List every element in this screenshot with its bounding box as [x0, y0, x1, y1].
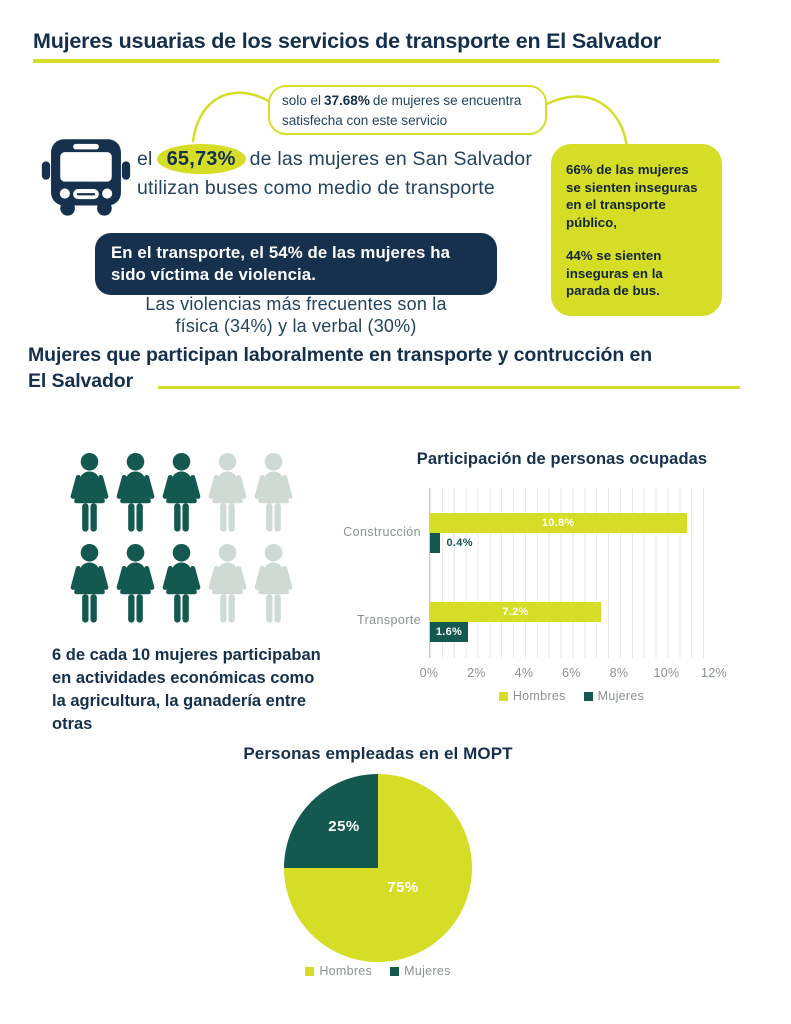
page-title: Mujeres usuarias de los servicios de tra… [33, 29, 662, 53]
bar-chart-plot: Construcción 10.8% 0.4% Transporte 7.2% 1.6% [343, 488, 714, 658]
connector-arc-left [191, 91, 274, 143]
bubble-line-1: solo el 37.68% de mujeres se encuentra [282, 93, 522, 108]
woman-figure-icon [114, 543, 157, 629]
section2-title: Mujeres que participan laboralmente en t… [28, 344, 653, 392]
bar-transporte-hombres: 7.2% [430, 602, 601, 622]
woman-figure-icon [160, 452, 203, 538]
legend-item-mujeres: Mujeres [583, 689, 645, 703]
legend-label: Hombres [512, 689, 566, 703]
legend-label: Mujeres [404, 964, 451, 978]
legend-label: Mujeres [597, 689, 645, 703]
insecurity-para-1: 66% de las mujeres se sienten inseguras … [566, 162, 698, 230]
category-label-transporte: Transporte [357, 613, 421, 627]
connector-arc-right [545, 95, 629, 149]
woman-figure-icon [114, 452, 157, 538]
bar-chart-title: Participación de personas ocupadas [416, 450, 708, 468]
legend-item-hombres: Hombres [498, 689, 566, 703]
bar-construcción-hombres: 10.8% [430, 513, 687, 533]
bar-chart-legend: Hombres Mujeres [429, 689, 714, 703]
legend-swatch-mujeres [390, 966, 400, 976]
bar-value-label: 0.4% [446, 537, 473, 549]
pie-chart-title: Personas empleadas en el MOPT [243, 744, 513, 763]
legend-item-hombres: Hombres [305, 964, 372, 978]
bubble-line-2: satisfecha con este servicio [282, 113, 448, 128]
woman-figure-icon [68, 452, 111, 538]
bar-transporte-mujeres: 1.6% [430, 622, 468, 642]
pictogram-row [68, 452, 295, 538]
bar-value-label: 1.6% [435, 626, 463, 638]
satisfaction-bubble: solo el 37.68% de mujeres se encuentra sat… [268, 85, 547, 135]
bus-stat-line-1: el 65,73% de las mujeres en San Salvador [137, 144, 532, 174]
pie-label-hombres: 75% [387, 879, 419, 896]
woman-figure-icon [160, 543, 203, 629]
x-tick-label: 0% [419, 666, 439, 680]
pie-chart-legend: Hombres Mujeres [244, 964, 512, 978]
legend-label: Hombres [319, 964, 373, 978]
legend-item-mujeres: Mujeres [390, 964, 451, 978]
legend-swatch-hombres [498, 691, 508, 701]
bar-value-label: 10.8% [541, 517, 575, 529]
x-tick-label: 10% [653, 666, 680, 680]
pie-chart: 25% 75% [284, 774, 472, 962]
section2-underline [158, 386, 740, 389]
bubble-stat: 37.68% [324, 93, 370, 108]
woman-figure-icon [252, 452, 295, 538]
highlighted-stat: 65,73% [156, 144, 246, 174]
bar-value-label: 7.2% [502, 606, 529, 618]
women-pictogram [68, 452, 295, 629]
violence-detail-text: Las violencias más frecuentes son la fís… [145, 294, 447, 336]
bar-construcción-mujeres: 0.4% [430, 533, 472, 553]
x-tick-label: 2% [467, 666, 486, 680]
insecurity-box: 66% de las mujeres se sienten inseguras … [551, 144, 722, 316]
woman-figure-icon [206, 543, 249, 629]
legend-swatch-hombres [305, 966, 315, 976]
bus-usage-stat: el 65,73% de las mujeres en San Salvador u… [137, 144, 532, 202]
woman-figure-icon [68, 543, 111, 629]
pictogram-row [68, 543, 295, 629]
insecurity-para-2: 44% se sienten inseguras en la parada de… [566, 248, 663, 298]
bus-icon [41, 139, 131, 216]
woman-figure-icon [252, 543, 295, 629]
x-tick-label: 12% [701, 666, 727, 680]
x-tick-label: 4% [514, 666, 534, 680]
title-underline [33, 59, 719, 63]
legend-swatch-mujeres [583, 691, 593, 701]
violence-stat-box: En el transporte, el 54% de las mujeres … [95, 233, 497, 295]
x-tick-label: 6% [562, 666, 581, 680]
pie-label-mujeres: 25% [328, 818, 360, 835]
bar-chart-x-axis: 0% 2% 4% 6% 8% 10% 12% [420, 666, 727, 682]
pictogram-caption: 6 de cada 10 mujeres participaban en act… [52, 646, 321, 733]
bus-stat-line-2: utilizan buses como medio de transporte [137, 177, 495, 199]
x-tick-label: 8% [609, 666, 629, 680]
woman-figure-icon [206, 452, 249, 538]
category-label-construcción: Construcción [343, 525, 421, 539]
